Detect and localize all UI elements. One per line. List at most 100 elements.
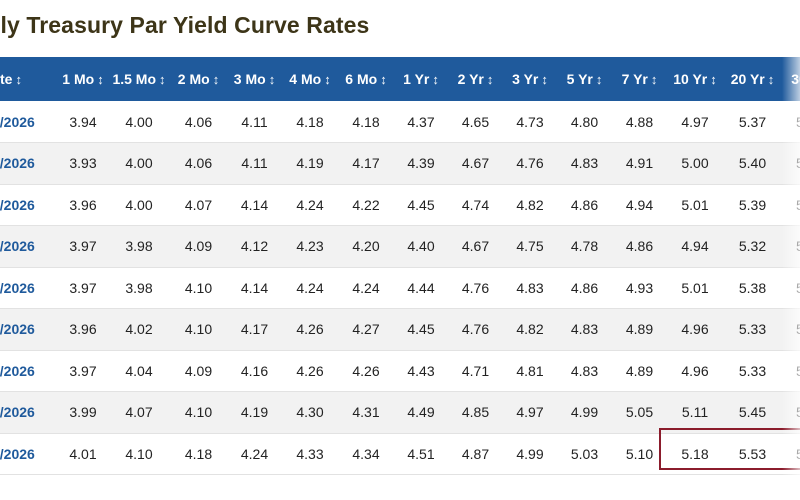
rate-cell: 5 (782, 267, 800, 309)
date-link[interactable]: 5/2026 (0, 155, 35, 172)
rate-cell: 4.30 (282, 391, 338, 434)
sort-arrows-icon[interactable]: ↕ (650, 72, 658, 87)
date-link[interactable]: 4/2026 (0, 113, 35, 130)
rate-cell: 5.33 (723, 350, 782, 392)
rate-cell: 4.94 (667, 225, 723, 268)
rate-cell: 4.83 (557, 142, 612, 185)
sort-arrows-icon[interactable]: ↕ (324, 72, 331, 87)
date-cell: 7/2026 (0, 225, 58, 268)
rate-cell: 4.49 (394, 391, 448, 434)
column-header[interactable]: 2 Yr ↕ (448, 57, 503, 101)
column-header[interactable]: 3 Mo ↕ (227, 57, 282, 101)
sort-arrows-icon[interactable]: ↕ (15, 72, 22, 87)
sort-arrows-icon[interactable]: ↕ (595, 72, 603, 87)
sort-arrows-icon[interactable]: ↕ (710, 72, 717, 87)
rate-cell: 4.83 (557, 350, 612, 392)
rate-cell: 4.16 (227, 350, 282, 392)
rate-cell: 4.99 (557, 391, 612, 434)
sort-arrows-icon[interactable]: ↕ (380, 72, 387, 87)
rate-cell: 4.33 (282, 433, 338, 475)
rate-cell: 4.02 (108, 308, 170, 351)
rate-cell: 5 (782, 184, 800, 226)
rate-cell: 4.18 (282, 101, 338, 143)
date-link[interactable]: 7/2026 (0, 238, 35, 255)
date-cell: 1/2026 (0, 308, 58, 351)
date-link[interactable]: 6/2026 (0, 196, 35, 213)
rate-cell: 4.00 (108, 184, 170, 226)
rate-cell: 3.96 (58, 308, 108, 351)
rate-cell: 4.83 (557, 308, 612, 351)
sort-arrows-icon[interactable]: ↕ (432, 72, 439, 87)
column-header[interactable]: 1 Yr ↕ (394, 57, 448, 101)
column-header[interactable]: 30 (782, 57, 800, 101)
rate-cell: 4.07 (108, 391, 170, 434)
sort-arrows-icon[interactable]: ↕ (212, 72, 220, 87)
date-cell: 6/2026 (0, 184, 58, 226)
rate-cell: 4.11 (227, 101, 282, 143)
date-link[interactable]: 3/2026 (0, 404, 35, 421)
column-header[interactable]: 20 Yr ↕ (723, 57, 782, 101)
sort-arrows-icon[interactable]: ↕ (268, 72, 276, 87)
rate-cell: 4.37 (394, 101, 448, 143)
column-header[interactable]: 10 Yr ↕ (667, 57, 723, 101)
rate-cell: 4.01 (58, 433, 108, 475)
date-cell: 2/2026 (0, 350, 58, 392)
rate-cell: 5.10 (612, 433, 667, 475)
column-header-label: 1 Mo (62, 71, 95, 87)
rate-cell: 4.74 (448, 184, 503, 226)
rate-cell: 4.89 (612, 350, 667, 392)
rate-cell: 3.97 (58, 350, 108, 392)
rate-cell: 4.19 (282, 142, 338, 185)
date-link[interactable]: 4/2026 (0, 445, 35, 462)
rate-cell: 4.96 (667, 350, 723, 392)
column-header-label: 10 Yr (673, 71, 708, 87)
date-link[interactable]: 2/2026 (0, 362, 35, 379)
rate-cell: 4.75 (503, 225, 557, 268)
rate-cell: 4.89 (612, 308, 667, 351)
date-link[interactable]: 8/2026 (0, 279, 35, 296)
rate-cell: 5 (782, 308, 800, 351)
column-header[interactable]: 5 Yr ↕ (557, 57, 612, 101)
column-header[interactable]: 7 Yr ↕ (612, 57, 667, 101)
rate-cell: 4.73 (503, 101, 557, 143)
rate-cell: 5.38 (723, 267, 782, 309)
rate-cell: 3.94 (58, 101, 108, 143)
sort-arrows-icon[interactable]: ↕ (159, 72, 166, 87)
rate-cell: 4.65 (448, 101, 503, 143)
date-link[interactable]: 1/2026 (0, 321, 35, 338)
rate-cell: 4.24 (282, 267, 338, 309)
rate-cell: 3.99 (58, 391, 108, 434)
rate-cell: 4.19 (227, 391, 282, 434)
rate-cell: 3.96 (58, 184, 108, 226)
rate-cell: 4.86 (557, 267, 612, 309)
table-row: 4/20263.944.004.064.114.184.184.374.654.… (0, 101, 800, 143)
rate-cell: 4.00 (108, 142, 170, 185)
sort-arrows-icon[interactable]: ↕ (486, 72, 494, 87)
column-header-label: 3 Mo (233, 71, 266, 87)
rate-cell: 4.06 (170, 101, 227, 143)
rate-cell: 5.39 (723, 184, 782, 226)
rate-cell: 5.11 (667, 391, 723, 434)
table-row: 5/20263.934.004.064.114.194.174.394.674.… (0, 142, 800, 185)
rate-cell: 5 (782, 101, 800, 143)
table-row: 7/20263.973.984.094.124.234.204.404.674.… (0, 225, 800, 268)
rate-cell: 5.53 (723, 433, 782, 475)
column-header[interactable]: 1 Mo ↕ (58, 57, 108, 101)
rate-cell: 4.24 (338, 267, 394, 309)
rate-cell: 4.24 (282, 184, 338, 226)
column-header[interactable]: 1.5 Mo ↕ (108, 57, 170, 101)
rate-cell: 4.26 (338, 350, 394, 392)
sort-arrows-icon[interactable]: ↕ (541, 72, 548, 87)
sort-arrows-icon[interactable]: ↕ (97, 72, 104, 87)
column-header[interactable]: 3 Yr ↕ (503, 57, 557, 101)
sort-arrows-icon[interactable]: ↕ (767, 72, 775, 87)
rate-cell: 4.40 (394, 225, 448, 268)
rate-cell: 4.10 (108, 433, 170, 475)
column-header[interactable]: 2 Mo ↕ (170, 57, 227, 101)
column-header[interactable]: 6 Mo ↕ (338, 57, 394, 101)
rate-cell: 5 (782, 142, 800, 185)
column-header[interactable]: te ↕ (0, 57, 58, 101)
column-header[interactable]: 4 Mo ↕ (282, 57, 338, 101)
rate-cell: 4.31 (338, 391, 394, 434)
table-row: 1/20263.964.024.104.174.264.274.454.764.… (0, 308, 800, 351)
